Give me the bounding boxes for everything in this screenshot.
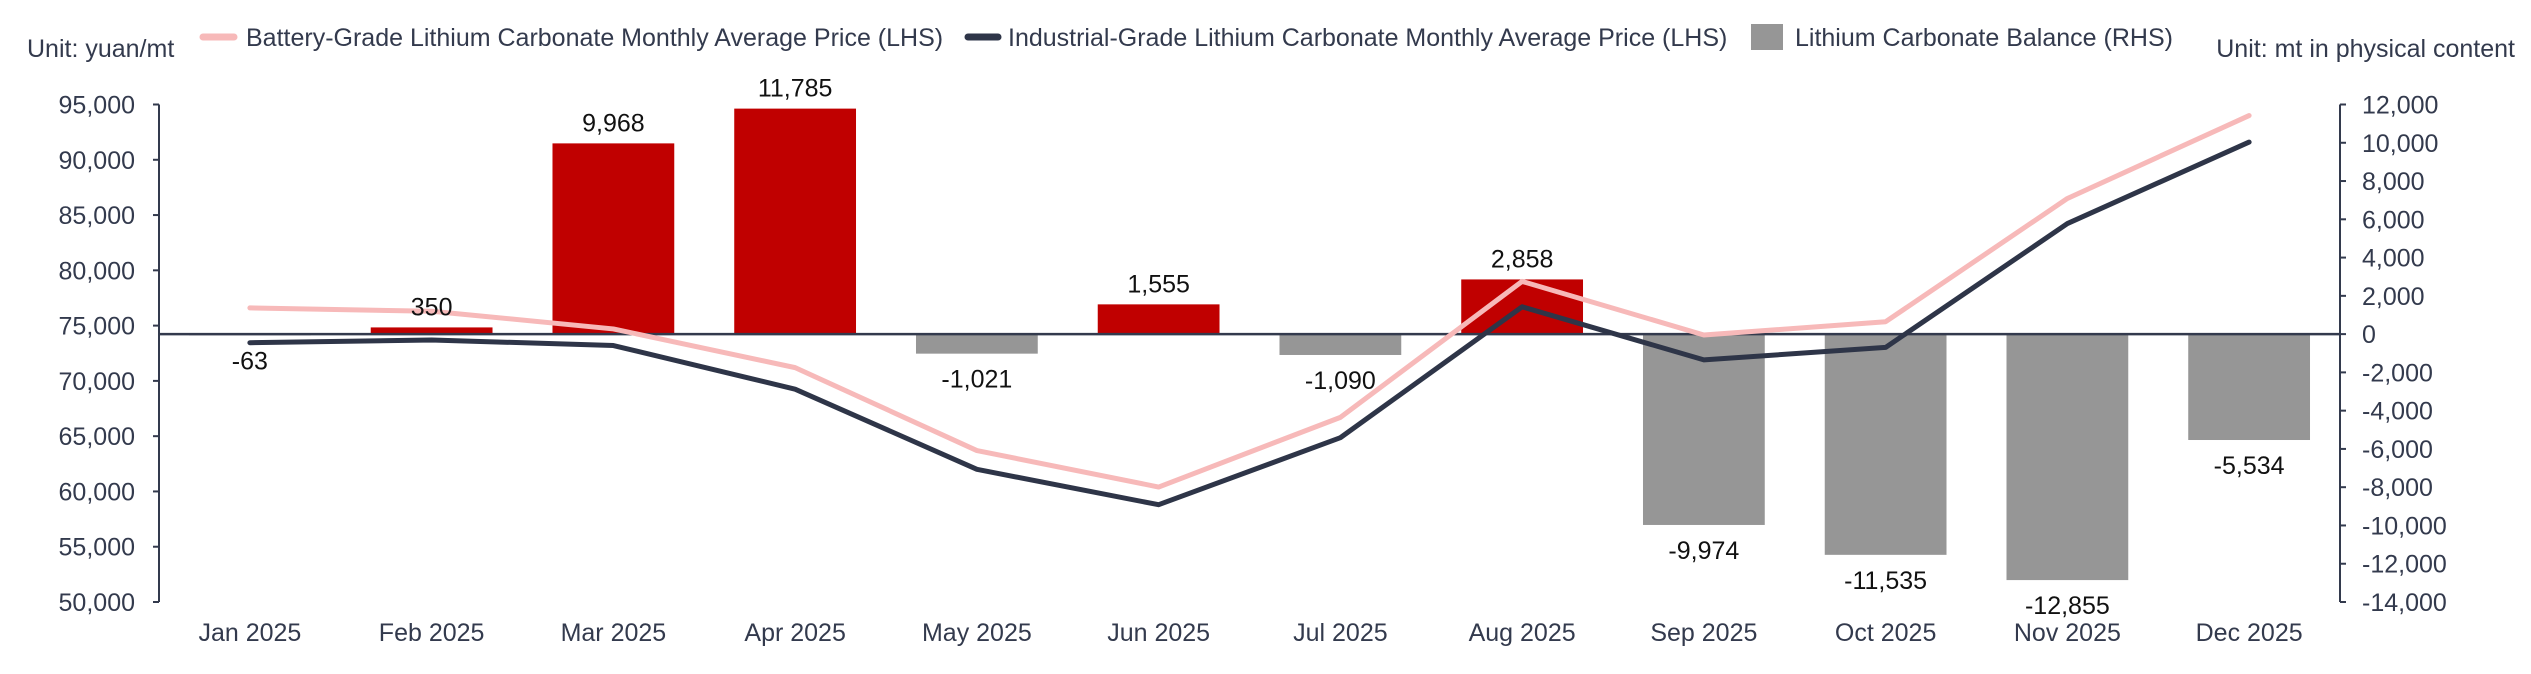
balance-bar (1642, 334, 1765, 525)
right-tick-label: -4,000 (2362, 398, 2433, 426)
x-tick-label: Nov 2025 (2014, 619, 2121, 647)
balance-bar (1824, 334, 1947, 555)
balance-bar (370, 327, 493, 335)
x-tick-label: Jul 2025 (1293, 619, 1388, 647)
right-unit-label: Unit: mt in physical content (2216, 35, 2515, 63)
x-tick-label: Feb 2025 (379, 619, 485, 647)
left-tick-label: 70,000 (59, 368, 135, 396)
balance-data-label: -9,974 (1668, 537, 1739, 565)
balance-bar (552, 143, 675, 335)
balance-data-label: 350 (411, 293, 453, 321)
balance-data-label: 1,555 (1127, 270, 1190, 298)
right-tick-label: 6,000 (2362, 206, 2425, 234)
x-tick-label: Sep 2025 (1650, 619, 1757, 647)
x-tick-label: Dec 2025 (2196, 619, 2303, 647)
right-tick-label: 12,000 (2362, 92, 2438, 120)
right-tick-label: 2,000 (2362, 283, 2425, 311)
balance-bar (1097, 304, 1220, 335)
left-tick-label: 90,000 (59, 147, 135, 175)
legend-label-battery: Battery-Grade Lithium Carbonate Monthly … (246, 24, 943, 52)
left-tick-label: 55,000 (59, 534, 135, 562)
left-tick-label: 75,000 (59, 313, 135, 341)
balance-bar (734, 108, 857, 335)
balance-data-label: 2,858 (1491, 245, 1554, 273)
legend: Battery-Grade Lithium Carbonate Monthly … (199, 24, 2173, 52)
legend-swatch-balance (1751, 24, 1783, 50)
battery-grade-price-line (247, 113, 2252, 490)
right-tick-label: -14,000 (2362, 589, 2447, 617)
x-tick-label: Jan 2025 (198, 619, 301, 647)
balance-data-label: -63 (232, 347, 268, 375)
balance-bar (1279, 334, 1402, 355)
left-tick-label: 60,000 (59, 478, 135, 506)
right-tick-label: -6,000 (2362, 436, 2433, 464)
balance-data-label: 11,785 (758, 75, 833, 103)
right-tick-label: 4,000 (2362, 245, 2425, 273)
right-tick-label: 8,000 (2362, 168, 2425, 196)
balance-data-label: -12,855 (2025, 592, 2110, 620)
left-unit-label: Unit: yuan/mt (27, 35, 174, 63)
legend-label-balance: Lithium Carbonate Balance (RHS) (1795, 24, 2173, 52)
right-tick-label: 0 (2362, 321, 2376, 349)
x-tick-label: Jun 2025 (1107, 619, 1210, 647)
balance-bar (915, 334, 1038, 354)
left-tick-label: 65,000 (59, 423, 135, 451)
right-tick-label: -2,000 (2362, 359, 2433, 387)
balance-data-label: -5,534 (2214, 452, 2285, 480)
legend-label-industrial: Industrial-Grade Lithium Carbonate Month… (1008, 24, 1727, 52)
balance-data-label: 9,968 (582, 109, 645, 137)
x-tick-label: Aug 2025 (1469, 619, 1576, 647)
balance-data-label: -1,090 (1305, 367, 1376, 395)
industrial-grade-price-line (247, 139, 2252, 508)
x-tick-label: Apr 2025 (744, 619, 845, 647)
balance-bar (2006, 334, 2129, 581)
x-tick-label: May 2025 (922, 619, 1032, 647)
left-tick-label: 50,000 (59, 589, 135, 617)
x-tick-label: Mar 2025 (561, 619, 667, 647)
right-tick-label: -8,000 (2362, 474, 2433, 502)
balance-data-label: -1,021 (941, 366, 1012, 394)
right-tick-label: -10,000 (2362, 512, 2447, 540)
balance-data-label: -11,535 (1844, 567, 1927, 595)
right-tick-label: 10,000 (2362, 130, 2438, 158)
x-tick-label: Oct 2025 (1835, 619, 1936, 647)
left-tick-label: 80,000 (59, 257, 135, 285)
right-tick-label: -12,000 (2362, 551, 2447, 579)
balance-bar (2188, 334, 2311, 441)
left-tick-label: 95,000 (59, 92, 135, 120)
left-tick-label: 85,000 (59, 202, 135, 230)
